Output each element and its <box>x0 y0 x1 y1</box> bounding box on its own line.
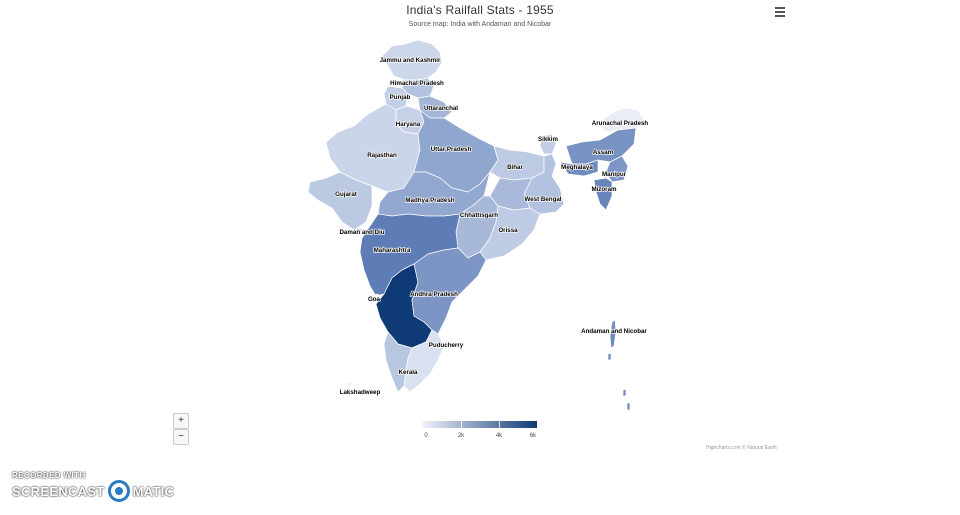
label-rajasthan: Rajasthan <box>367 152 397 159</box>
region-orissa[interactable] <box>479 205 541 261</box>
hamburger-menu-icon[interactable] <box>771 5 789 19</box>
credits-link[interactable]: Highcharts.com © Natural Earth <box>706 445 777 451</box>
screencast-watermark: RECORDED WITH SCREENCAST MATIC <box>12 471 174 502</box>
legend-labels: 0 2k 4k 6k <box>423 433 537 443</box>
zoom-in-button[interactable]: + <box>173 413 189 429</box>
label-kerala: Kerala <box>399 369 418 376</box>
label-goa: Goa <box>368 296 381 303</box>
label-uttar-pradesh: Uttar Pradesh <box>431 146 472 153</box>
label-madhya-pradesh: Madhya Pradesh <box>405 197 454 204</box>
region-jammu-and-kashmir[interactable] <box>381 39 443 81</box>
legend-label-0: 0 <box>424 433 428 439</box>
watermark-line1: RECORDED WITH <box>12 471 86 480</box>
legend-tick <box>461 421 462 428</box>
region-manipur[interactable] <box>605 155 629 183</box>
region-kerala[interactable] <box>383 331 413 393</box>
region-andaman-and-nicobar[interactable] <box>609 319 617 349</box>
label-orissa: Orissa <box>498 227 518 234</box>
label-lakshadweep: Lakshadweep <box>340 389 381 396</box>
region-rajasthan[interactable] <box>325 103 421 193</box>
label-uttaranchal: Uttaranchal <box>424 105 458 112</box>
screencast-logo-icon <box>107 480 130 502</box>
region-gujarat[interactable] <box>307 171 373 231</box>
legend-label-4k: 4k <box>495 433 503 439</box>
legend-tick <box>499 421 500 428</box>
label-manipur: Manipur <box>602 171 627 178</box>
label-mizoram: Mizoram <box>591 186 617 193</box>
label-maharashtra: Maharashtra <box>374 247 411 254</box>
region-andaman-and-nicobar-island[interactable] <box>607 352 612 361</box>
region-lakshadweep[interactable] <box>348 382 352 386</box>
chart-title: India's Railfall Stats - 1955 <box>406 3 554 17</box>
label-assam: Assam <box>593 149 614 156</box>
region-bihar[interactable] <box>489 145 545 181</box>
region-andaman-and-nicobar-island[interactable] <box>622 388 627 397</box>
region-andhra-pradesh[interactable] <box>411 247 487 335</box>
label-arunachal-pradesh: Arunachal Pradesh <box>592 120 649 127</box>
region-meghalaya[interactable] <box>559 159 599 177</box>
label-sikkim: Sikkim <box>538 136 558 143</box>
watermark-right: MATIC <box>132 483 175 499</box>
label-west-bengal: West Bengal <box>524 196 561 203</box>
label-daman-and-diu: Daman and Diu <box>339 229 384 236</box>
region-labels: Jammu and Kashmir Himachal Pradesh Punja… <box>334 56 649 396</box>
region-assam[interactable] <box>565 127 637 165</box>
legend-label-6k: 6k <box>529 433 537 439</box>
legend-label-2k: 2k <box>457 433 465 439</box>
label-andaman-and-nicobar: Andaman and Nicobar <box>581 328 647 335</box>
label-punjab: Punjab <box>390 94 411 101</box>
region-arunachal-pradesh[interactable] <box>597 107 645 133</box>
zoom-out-button[interactable]: − <box>173 429 189 445</box>
label-jammu-and-kashmir: Jammu and Kashmir <box>380 57 441 64</box>
region-daman-and-diu[interactable] <box>355 227 363 235</box>
chart-subtitle: Source map: India with Andaman and Nicob… <box>408 21 552 28</box>
label-meghalaya: Meghalaya <box>561 164 593 171</box>
label-puducherry: Puducherry <box>429 342 464 349</box>
region-mizoram[interactable] <box>593 177 613 211</box>
color-axis-legend <box>423 421 537 428</box>
label-chhattisgarh: Chhattisgarh <box>460 212 498 219</box>
label-gujarat: Gujarat <box>335 191 357 198</box>
region-andaman-and-nicobar-island[interactable] <box>626 402 631 411</box>
watermark-left: SCREENCAST <box>12 483 105 499</box>
region-puducherry[interactable] <box>439 341 445 348</box>
label-himachal-pradesh: Himachal Pradesh <box>390 80 444 87</box>
label-haryana: Haryana <box>396 121 421 128</box>
label-andhra-pradesh: Andhra Pradesh <box>410 291 458 298</box>
label-bihar: Bihar <box>507 164 523 171</box>
